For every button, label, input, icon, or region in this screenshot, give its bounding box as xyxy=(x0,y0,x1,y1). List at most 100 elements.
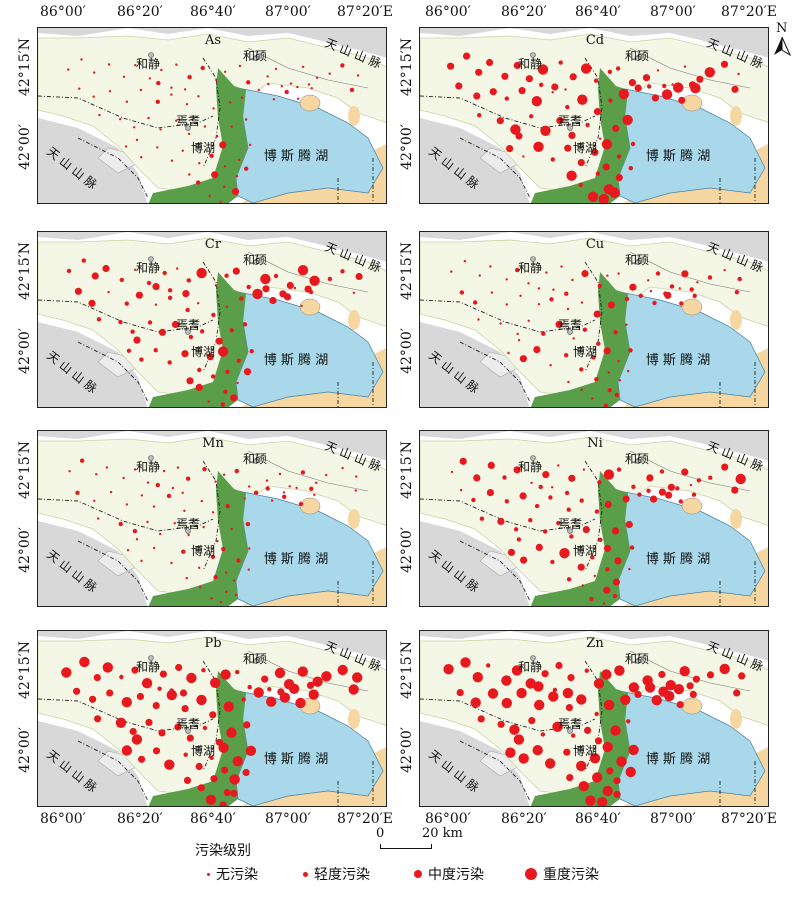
sample-point xyxy=(236,558,241,563)
sample-point xyxy=(531,96,542,107)
sample-point xyxy=(579,498,584,503)
sample-point xyxy=(733,689,741,697)
sample-point xyxy=(105,466,109,469)
sample-point xyxy=(88,299,96,307)
sample-point xyxy=(505,303,508,306)
sample-point xyxy=(679,666,690,677)
sample-point xyxy=(676,701,684,709)
hejing-marker xyxy=(530,455,536,461)
label-bosten-lake: 博 斯 腾 湖 xyxy=(264,352,328,368)
sample-point xyxy=(96,317,102,322)
sample-point xyxy=(489,88,497,96)
hejing-marker xyxy=(148,655,154,661)
sample-point xyxy=(577,94,588,105)
sample-point xyxy=(530,481,533,485)
sample-point xyxy=(587,191,599,202)
longitude-label-right-bottom-1: 86°20′ xyxy=(501,811,547,827)
latitude-label-r1-c0-1: 42°00′ xyxy=(17,328,33,374)
sample-point xyxy=(225,504,230,509)
sample-point xyxy=(564,144,572,152)
sample-point xyxy=(199,585,202,589)
sample-point xyxy=(589,596,594,602)
label-bohu: 博湖 xyxy=(191,140,215,155)
sample-point xyxy=(601,139,613,150)
sample-point xyxy=(233,579,236,582)
sample-point xyxy=(537,287,541,290)
sample-point xyxy=(186,672,197,684)
sample-point xyxy=(135,538,139,541)
sample-point xyxy=(696,75,704,83)
sample-point xyxy=(215,337,223,345)
sample-point xyxy=(257,88,261,92)
element-title: Cu xyxy=(586,237,604,252)
sample-point xyxy=(140,494,144,497)
sample-point xyxy=(572,337,575,340)
sample-point xyxy=(656,69,660,72)
sample-point xyxy=(505,278,508,281)
sample-point xyxy=(651,695,662,706)
sample-point xyxy=(156,80,161,86)
sample-point xyxy=(598,537,603,542)
sample-point xyxy=(603,403,609,407)
sample-point xyxy=(145,718,153,726)
sample-point xyxy=(188,173,191,176)
longitude-label-left-top-1: 86°20′ xyxy=(117,4,163,20)
sample-point xyxy=(683,65,687,68)
latitude-label-r2-c0-1: 42°00′ xyxy=(17,527,33,573)
sample-point xyxy=(537,303,541,306)
sample-point xyxy=(597,283,602,289)
sample-point xyxy=(675,486,680,491)
river-line xyxy=(247,251,369,293)
sample-point xyxy=(598,193,609,203)
county-boundary-4 xyxy=(337,761,374,806)
sample-point xyxy=(152,747,161,755)
sample-point xyxy=(665,491,673,499)
sample-point xyxy=(210,775,218,783)
label-hejing: 和静 xyxy=(518,660,542,674)
element-title: Cr xyxy=(205,237,222,252)
latitude-label-r0-c1-1: 42°00′ xyxy=(399,124,415,170)
sample-point xyxy=(513,527,519,532)
sample-point xyxy=(159,532,162,536)
sample-point xyxy=(198,162,201,165)
sample-point xyxy=(519,294,522,297)
sample-point xyxy=(567,380,570,384)
county-boundary-1 xyxy=(38,95,214,129)
sample-point xyxy=(183,509,186,512)
sample-point xyxy=(352,672,363,683)
sample-point xyxy=(186,278,191,283)
yanqi-marker xyxy=(185,728,191,734)
sample-point xyxy=(516,687,527,699)
sample-point xyxy=(578,781,589,792)
label-yanqi: 焉耆 xyxy=(176,114,200,128)
mountain-area-left xyxy=(420,721,530,806)
legend-item-2: 中度污染 xyxy=(414,864,484,884)
basin-area xyxy=(420,237,768,398)
sand-patch-1 xyxy=(299,94,321,112)
wetland-area xyxy=(530,272,630,407)
sand-patch-1 xyxy=(681,298,703,316)
sample-point xyxy=(537,64,549,75)
heshuo-marker xyxy=(635,458,641,464)
sample-point xyxy=(328,72,331,75)
sample-point xyxy=(158,328,166,336)
sample-point xyxy=(631,484,636,489)
sample-point xyxy=(477,715,485,723)
sample-point xyxy=(75,490,80,495)
sample-point xyxy=(522,155,525,158)
sample-point xyxy=(225,369,230,374)
sample-point xyxy=(118,319,123,325)
sample-point xyxy=(460,657,471,668)
sample-point xyxy=(499,322,502,325)
sample-point xyxy=(232,756,243,767)
longitude-label-right-bottom-4: 87°20′E xyxy=(721,811,778,827)
sample-point xyxy=(147,116,150,120)
sample-point xyxy=(513,734,525,745)
label-hejing: 和静 xyxy=(136,261,160,275)
sample-point xyxy=(349,87,355,93)
sample-point xyxy=(601,669,612,680)
sample-point xyxy=(176,466,180,469)
sample-point xyxy=(534,503,540,509)
sample-point xyxy=(141,678,153,689)
sample-point xyxy=(628,567,631,571)
